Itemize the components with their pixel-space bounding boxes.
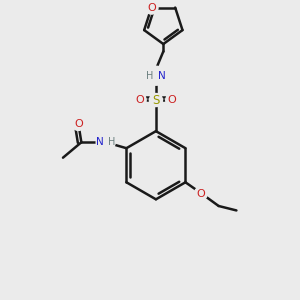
Circle shape bbox=[146, 66, 165, 85]
Circle shape bbox=[149, 94, 162, 106]
Circle shape bbox=[96, 133, 115, 152]
Text: H: H bbox=[108, 137, 116, 147]
Text: H: H bbox=[146, 71, 154, 81]
Text: O: O bbox=[168, 95, 177, 105]
Text: S: S bbox=[152, 94, 160, 106]
Circle shape bbox=[145, 1, 158, 14]
Text: O: O bbox=[74, 119, 83, 129]
Text: N: N bbox=[158, 71, 166, 81]
Circle shape bbox=[72, 117, 85, 130]
Text: N: N bbox=[95, 137, 103, 147]
Circle shape bbox=[194, 187, 207, 200]
Text: O: O bbox=[135, 95, 144, 105]
Circle shape bbox=[166, 94, 179, 106]
Text: O: O bbox=[196, 188, 205, 199]
Text: O: O bbox=[147, 3, 156, 13]
Circle shape bbox=[133, 94, 146, 106]
